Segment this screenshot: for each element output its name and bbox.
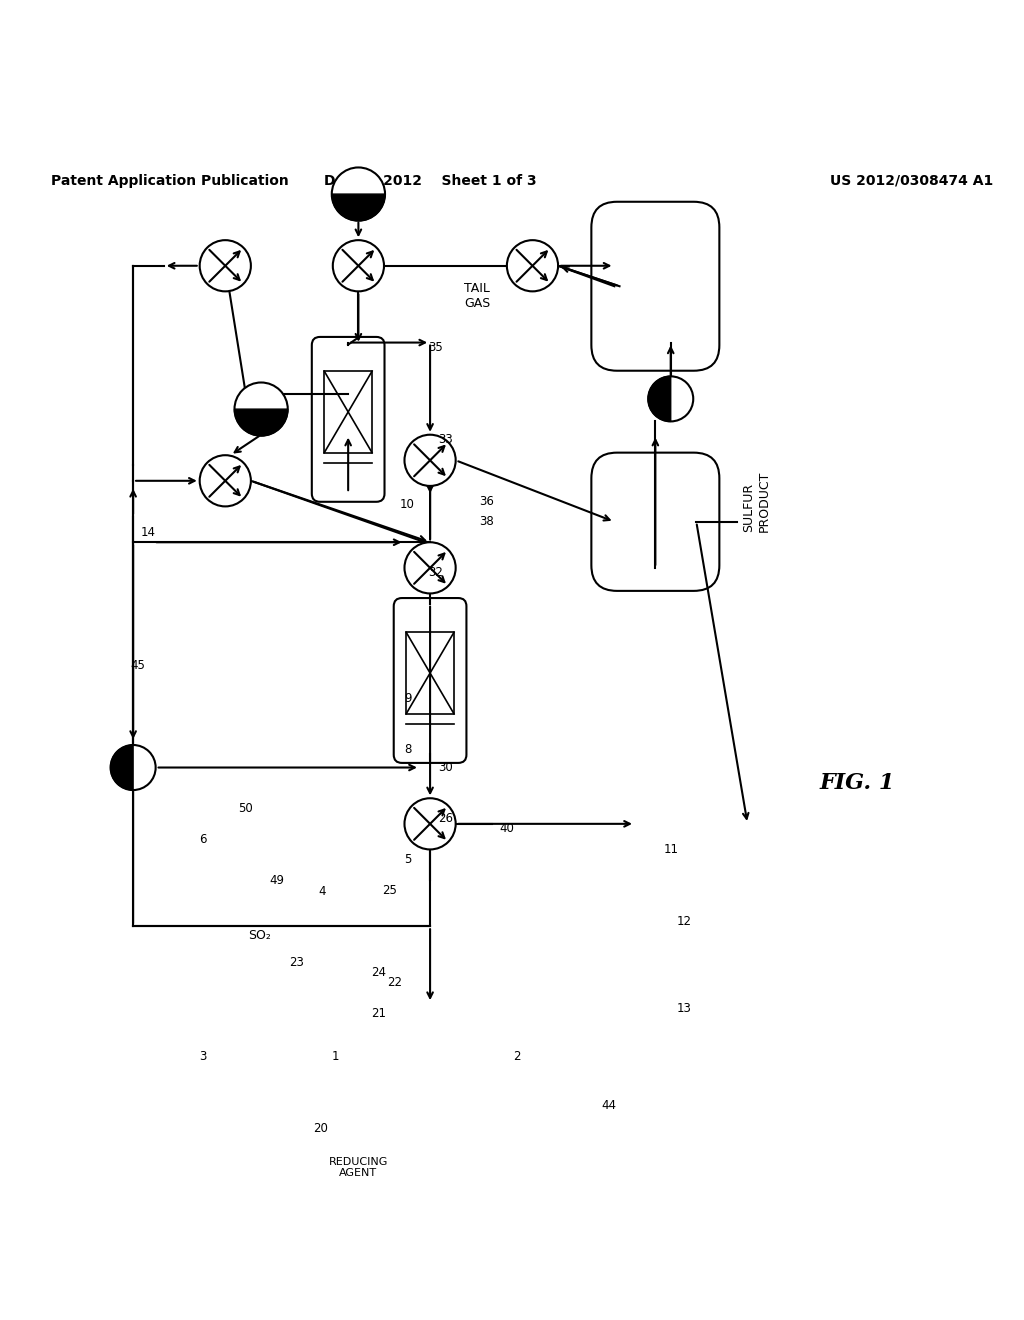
Text: 35: 35 [428, 341, 442, 354]
Text: 21: 21 [372, 1007, 386, 1020]
Text: 6: 6 [199, 833, 207, 846]
Text: 22: 22 [387, 975, 401, 989]
Text: Dec. 6, 2012    Sheet 1 of 3: Dec. 6, 2012 Sheet 1 of 3 [324, 174, 537, 187]
Text: 13: 13 [677, 1002, 691, 1015]
Text: 24: 24 [372, 966, 386, 979]
Text: 1: 1 [332, 1049, 340, 1063]
Text: 14: 14 [141, 525, 156, 539]
Text: 49: 49 [269, 874, 284, 887]
Text: SULFUR
PRODUCT: SULFUR PRODUCT [742, 471, 770, 532]
Text: 26: 26 [438, 812, 453, 825]
Circle shape [404, 434, 456, 486]
Circle shape [404, 543, 456, 594]
Text: Patent Application Publication: Patent Application Publication [51, 174, 289, 187]
Text: 11: 11 [664, 843, 678, 855]
Text: 5: 5 [403, 853, 412, 866]
Text: 44: 44 [602, 1100, 616, 1111]
Polygon shape [332, 194, 385, 220]
Circle shape [200, 455, 251, 507]
Text: 38: 38 [479, 515, 494, 528]
Polygon shape [648, 376, 671, 421]
Text: 45: 45 [131, 659, 145, 672]
Bar [325, 371, 372, 453]
Text: 4: 4 [318, 884, 327, 898]
Circle shape [404, 799, 456, 850]
Text: US 2012/0308474 A1: US 2012/0308474 A1 [830, 174, 993, 187]
Text: 20: 20 [313, 1122, 328, 1135]
Text: SO₂: SO₂ [248, 929, 270, 942]
Text: 12: 12 [677, 915, 691, 928]
FancyBboxPatch shape [592, 202, 719, 371]
Circle shape [111, 744, 156, 791]
Text: 3: 3 [199, 1049, 207, 1063]
Bar [407, 632, 454, 714]
Circle shape [234, 383, 288, 436]
Polygon shape [111, 744, 133, 791]
Text: 23: 23 [290, 956, 304, 969]
Text: 2: 2 [513, 1049, 521, 1063]
Circle shape [332, 168, 385, 220]
Text: 30: 30 [438, 762, 453, 774]
Text: 9: 9 [403, 693, 412, 705]
FancyBboxPatch shape [311, 337, 385, 502]
Circle shape [333, 240, 384, 292]
FancyBboxPatch shape [393, 598, 466, 763]
FancyBboxPatch shape [592, 453, 719, 591]
Text: 50: 50 [239, 803, 253, 814]
Text: 25: 25 [382, 884, 396, 896]
Circle shape [200, 240, 251, 292]
Text: 8: 8 [403, 743, 412, 755]
Circle shape [507, 240, 558, 292]
Text: 36: 36 [479, 495, 494, 508]
Text: 32: 32 [428, 566, 442, 579]
Text: 40: 40 [500, 822, 514, 836]
Text: 10: 10 [400, 498, 415, 511]
Text: REDUCING
AGENT: REDUCING AGENT [329, 1156, 388, 1179]
Text: TAIL
GAS: TAIL GAS [464, 282, 490, 310]
Polygon shape [234, 409, 288, 436]
Circle shape [648, 376, 693, 421]
Text: 33: 33 [438, 433, 453, 446]
Text: FIG. 1: FIG. 1 [819, 772, 895, 793]
